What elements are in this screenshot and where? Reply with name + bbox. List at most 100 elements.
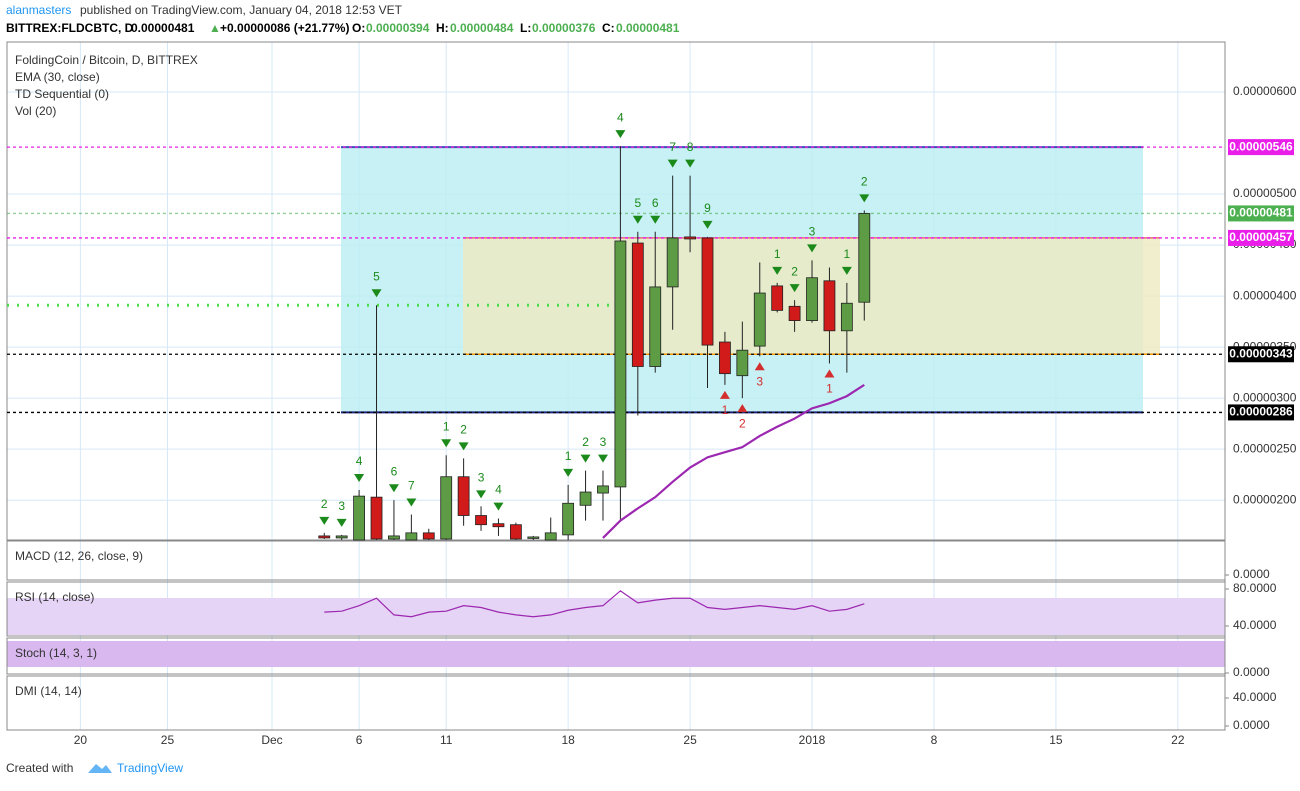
candle-body (684, 236, 696, 240)
x-tick-label: 25 (683, 733, 697, 747)
td-triangle (319, 516, 330, 525)
td-triangle (824, 369, 835, 378)
td-label: 1 (565, 449, 572, 463)
y-tick-label: 0.00000500 (1233, 186, 1297, 200)
td-label: 1 (722, 403, 729, 417)
last: 0.00000481 (131, 21, 195, 35)
pane-tick-label: 40.0000 (1233, 690, 1277, 704)
td-label: 1 (844, 247, 851, 261)
price-label: 0.00000457 (1229, 230, 1293, 244)
td-triangle (685, 159, 696, 168)
candle-body (753, 292, 766, 347)
price-label-box (1228, 229, 1294, 246)
candle-body (457, 476, 470, 516)
candle-body (579, 491, 592, 506)
candle-body (823, 280, 836, 332)
td-label: 7 (669, 140, 676, 154)
price-label-box (1228, 404, 1294, 421)
td-label: 4 (495, 483, 502, 497)
c-label: C: (602, 21, 615, 35)
brand[interactable]: TradingView (117, 761, 183, 775)
td-triangle (772, 266, 783, 275)
pane-tick-label: 0.0000 (1233, 665, 1270, 679)
candle-body (597, 485, 609, 494)
candle-body (649, 286, 662, 367)
legend-item: FoldingCoin / Bitcoin, D, BITTREX (15, 53, 198, 67)
candle-body (614, 240, 627, 488)
price-label: 0.00000343 (1229, 346, 1293, 360)
candle-body (492, 523, 505, 528)
x-tick-label: 20 (74, 733, 88, 747)
legend-item: TD Sequential (0) (15, 87, 109, 101)
candle-body (527, 536, 540, 539)
candle-body (701, 237, 714, 346)
td-label: 1 (826, 382, 833, 396)
candle-body (405, 532, 418, 541)
td-triangle (563, 468, 574, 477)
td-triangle (354, 473, 365, 482)
o: 0.00000394 (366, 21, 430, 35)
candle-body (736, 349, 749, 377)
td-label: 3 (478, 470, 485, 484)
pane-tick-label: 80.0000 (1233, 581, 1277, 595)
o-label: O: (352, 21, 365, 35)
td-triangle (371, 289, 382, 298)
td-label: 3 (338, 499, 345, 513)
candle-body (788, 305, 801, 321)
rsi-band (7, 598, 1225, 635)
h-label: H: (436, 21, 449, 35)
ema-line (602, 383, 865, 539)
x-tick-label: 2018 (799, 733, 826, 747)
price-label: 0.00000546 (1229, 139, 1293, 153)
l-label: L: (520, 21, 531, 35)
td-label: 6 (391, 464, 398, 478)
candle-body (806, 277, 818, 321)
td-triangle (336, 518, 347, 527)
pane-tick-label: 0.0000 (1233, 567, 1270, 581)
candle-body (562, 502, 575, 536)
price-label-box (1228, 346, 1294, 363)
arrow: ▲ (209, 21, 221, 35)
td-triangle (754, 362, 765, 371)
symbol-line: BITTREX:FLDCBTC, D 0.00000481 ▲ +0.00000… (6, 21, 680, 35)
author[interactable]: alanmasters (6, 3, 71, 17)
td-triangle (859, 194, 870, 203)
td-label: 1 (443, 419, 450, 433)
c: 0.00000481 (616, 21, 680, 35)
pane-tick-label: 0.0000 (1233, 718, 1270, 732)
td-triangle (406, 498, 417, 507)
candle-body (840, 302, 853, 332)
td-label: 2 (739, 416, 746, 430)
td-label: 4 (356, 454, 363, 468)
td-triangle (789, 284, 800, 293)
l: 0.00000376 (532, 21, 596, 35)
td-label: 1 (774, 247, 781, 261)
td-label: 2 (321, 497, 328, 511)
td-triangle (719, 390, 730, 399)
x-tick-label: 15 (1049, 733, 1063, 747)
candle-body (858, 213, 871, 303)
price-label-box (1228, 205, 1294, 222)
price-label: 0.00000481 (1229, 206, 1293, 220)
legend-item: EMA (30, close) (15, 70, 100, 84)
candle-body (370, 496, 383, 540)
td-triangle (493, 502, 504, 511)
x-tick-label: 6 (356, 733, 363, 747)
pane-tick-label: 40.0000 (1233, 618, 1277, 632)
candle-body (440, 476, 453, 540)
td-triangle (476, 490, 487, 499)
legend-item: Vol (20) (15, 104, 56, 118)
h: 0.00000484 (450, 21, 514, 35)
published: published on TradingView.com, January 04… (80, 3, 403, 17)
candle-body (631, 242, 644, 367)
candle-body (422, 532, 435, 540)
logo (88, 764, 112, 773)
td-label: 3 (600, 435, 607, 449)
td-label: 2 (861, 175, 868, 189)
td-triangle (737, 404, 748, 413)
x-tick-label: 8 (931, 733, 938, 747)
candle-body (353, 495, 366, 541)
x-tick-label: 18 (561, 733, 575, 747)
y-tick-label: 0.00000200 (1233, 492, 1297, 506)
